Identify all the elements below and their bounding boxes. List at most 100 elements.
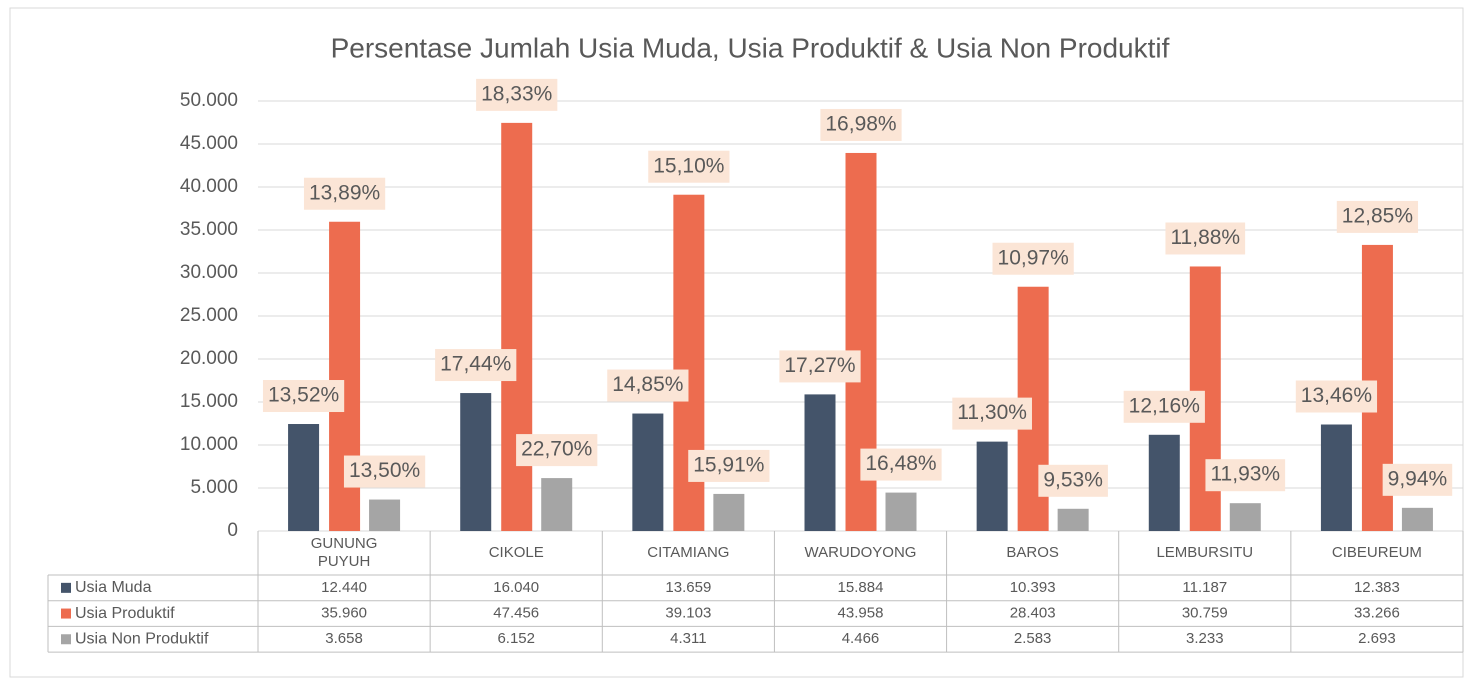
bar — [541, 478, 573, 531]
table-value: 28.403 — [1010, 605, 1056, 622]
x-tick-label: BAROS — [1006, 544, 1059, 561]
data-label: 9,53% — [1043, 468, 1103, 491]
data-label-background — [1038, 464, 1108, 497]
x-tick-label: CIBEUREUM — [1332, 544, 1422, 561]
data-label-background — [820, 108, 902, 141]
data-label-background — [435, 349, 517, 382]
bar — [713, 493, 745, 531]
data-label-background — [779, 350, 861, 383]
bar — [976, 441, 1008, 531]
table-value: 47.456 — [493, 605, 539, 622]
y-tick-label: 25.000 — [180, 305, 238, 326]
data-label-background — [860, 448, 942, 481]
data-label: 11,30% — [957, 401, 1027, 424]
table-value: 6.152 — [497, 630, 535, 647]
y-tick-label: 30.000 — [180, 262, 238, 283]
data-label: 11,93% — [1210, 463, 1280, 486]
y-tick-label: 40.000 — [180, 176, 238, 197]
data-label: 13,89% — [309, 181, 380, 204]
data-label-background — [303, 177, 386, 210]
table-value: 12.440 — [321, 579, 367, 596]
data-label: 15,91% — [693, 453, 764, 476]
data-label-background — [1165, 222, 1246, 255]
table-value: 3.233 — [1186, 630, 1224, 647]
data-label: 22,70% — [521, 438, 592, 461]
data-label: 11,88% — [1170, 226, 1240, 249]
data-label: 17,27% — [784, 354, 855, 377]
data-label: 10,97% — [998, 246, 1069, 269]
data-label-background — [648, 150, 730, 183]
data-label: 13,52% — [268, 384, 339, 407]
legend-swatch — [61, 582, 71, 593]
data-label-background — [688, 449, 770, 482]
data-label: 9,94% — [1388, 467, 1448, 490]
chart-frame — [9, 7, 1464, 678]
y-tick-label: 10.000 — [180, 434, 238, 455]
data-label: 13,46% — [1301, 384, 1372, 407]
y-tick-label: 5.000 — [190, 477, 238, 498]
data-label-background — [516, 434, 598, 467]
data-label-background — [992, 242, 1074, 275]
table-value: 4.466 — [842, 630, 880, 647]
table-value: 33.266 — [1354, 605, 1400, 622]
legend-swatch — [61, 608, 71, 619]
bar — [369, 499, 401, 531]
x-tick-label: CIKOLE — [489, 544, 544, 561]
data-label-background — [952, 397, 1032, 430]
data-label: 15,10% — [653, 154, 724, 177]
data-label: 17,44% — [440, 353, 511, 376]
table-value: 4.311 — [670, 630, 706, 647]
data-label-background — [1336, 200, 1419, 233]
y-tick-label: 35.000 — [180, 219, 238, 240]
table-value: 30.759 — [1182, 605, 1228, 622]
table-value: 35.960 — [321, 605, 367, 622]
data-label-background — [1205, 459, 1286, 492]
bar — [804, 394, 836, 531]
data-label-background — [262, 380, 345, 413]
legend-swatch — [61, 634, 71, 645]
x-tick-label: WARUDOYONG — [805, 544, 917, 561]
data-label: 18,33% — [481, 82, 552, 105]
bar — [501, 122, 533, 531]
x-tick-label: CITAMIANG — [647, 544, 729, 561]
x-tick-label: GUNUNG PUYUH — [311, 535, 378, 570]
bar — [1229, 503, 1261, 531]
data-label: 14,85% — [612, 373, 683, 396]
bar — [1057, 508, 1089, 531]
data-label-background — [1382, 463, 1453, 496]
table-value: 11.187 — [1182, 579, 1227, 596]
table-value: 15.884 — [838, 579, 884, 596]
legend-label: Usia Muda — [75, 579, 152, 596]
data-label-background — [476, 78, 558, 111]
bar — [1401, 507, 1433, 531]
bar — [632, 413, 664, 531]
data-label-background — [1295, 380, 1378, 413]
table-value: 10.393 — [1010, 579, 1056, 596]
bar — [1320, 424, 1352, 531]
table-value: 2.583 — [1014, 630, 1052, 647]
table-value: 39.103 — [665, 605, 711, 622]
data-label: 12,85% — [1342, 204, 1413, 227]
chart-title: Persentase Jumlah Usia Muda, Usia Produk… — [331, 32, 1170, 63]
data-label: 12,16% — [1129, 394, 1200, 417]
legend-label: Usia Non Produktif — [75, 630, 209, 647]
table-value: 13.659 — [665, 579, 711, 596]
y-tick-label: 20.000 — [180, 348, 238, 369]
table-value: 16.040 — [493, 579, 539, 596]
y-tick-label: 15.000 — [180, 391, 238, 412]
data-label-background — [343, 455, 426, 488]
legend-label: Usia Produktif — [75, 605, 175, 622]
bar — [885, 492, 917, 531]
table-value: 3.658 — [325, 630, 363, 647]
bar — [288, 424, 320, 531]
data-label: 16,48% — [865, 452, 936, 475]
y-tick-label: 50.000 — [180, 90, 238, 111]
table-value: 43.958 — [838, 605, 884, 622]
bar — [1148, 434, 1180, 531]
table-value: 2.693 — [1358, 630, 1396, 647]
data-label: 13,50% — [349, 459, 420, 482]
x-tick-label: LEMBURSITU — [1156, 544, 1253, 561]
y-tick-label: 45.000 — [180, 133, 238, 154]
y-tick-label: 0 — [227, 520, 238, 541]
